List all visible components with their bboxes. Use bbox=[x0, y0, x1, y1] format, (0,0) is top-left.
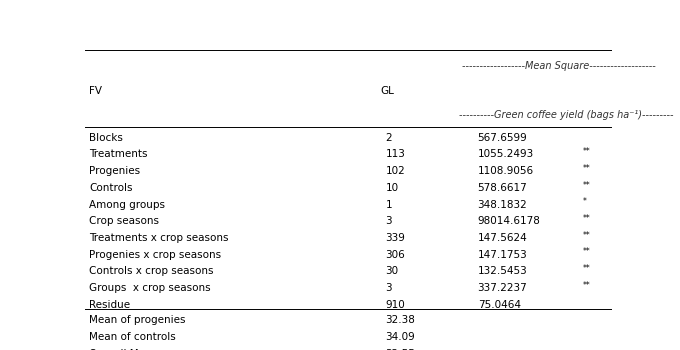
Text: 113: 113 bbox=[386, 149, 405, 159]
Text: 34.09: 34.09 bbox=[386, 332, 415, 342]
Text: 1055.2493: 1055.2493 bbox=[477, 149, 534, 159]
Text: Among groups: Among groups bbox=[89, 199, 165, 210]
Text: **: ** bbox=[583, 281, 591, 290]
Text: **: ** bbox=[583, 231, 591, 240]
Text: 339: 339 bbox=[386, 233, 405, 243]
Text: 3: 3 bbox=[386, 283, 392, 293]
Text: 910: 910 bbox=[386, 300, 405, 310]
Text: 32.55: 32.55 bbox=[386, 349, 415, 350]
Text: Blocks: Blocks bbox=[89, 133, 123, 143]
Text: 1108.9056: 1108.9056 bbox=[477, 166, 534, 176]
Text: FV: FV bbox=[89, 85, 102, 96]
Text: Overall Mean: Overall Mean bbox=[89, 349, 158, 350]
Text: Treatments: Treatments bbox=[89, 149, 148, 159]
Text: **: ** bbox=[583, 214, 591, 223]
Text: ----------Green coffee yield (bags ha⁻¹)---------: ----------Green coffee yield (bags ha⁻¹)… bbox=[459, 110, 674, 120]
Text: **: ** bbox=[583, 164, 591, 173]
Text: ------------------Mean Square-------------------: ------------------Mean Square-----------… bbox=[462, 61, 656, 71]
Text: 2: 2 bbox=[386, 133, 392, 143]
Text: 147.1753: 147.1753 bbox=[477, 250, 528, 260]
Text: 1: 1 bbox=[386, 199, 392, 210]
Text: 102: 102 bbox=[386, 166, 405, 176]
Text: **: ** bbox=[583, 247, 591, 257]
Text: Mean of controls: Mean of controls bbox=[89, 332, 176, 342]
Text: 3: 3 bbox=[386, 216, 392, 226]
Text: 32.38: 32.38 bbox=[386, 315, 415, 325]
Text: *: * bbox=[583, 197, 587, 206]
Text: 578.6617: 578.6617 bbox=[477, 183, 528, 193]
Text: 567.6599: 567.6599 bbox=[477, 133, 528, 143]
Text: 10: 10 bbox=[386, 183, 398, 193]
Text: 132.5453: 132.5453 bbox=[477, 266, 528, 277]
Text: **: ** bbox=[583, 264, 591, 273]
Text: 306: 306 bbox=[386, 250, 405, 260]
Text: Controls: Controls bbox=[89, 183, 133, 193]
Text: Residue: Residue bbox=[89, 300, 131, 310]
Text: Controls x crop seasons: Controls x crop seasons bbox=[89, 266, 214, 277]
Text: 98014.6178: 98014.6178 bbox=[477, 216, 541, 226]
Text: Progenies: Progenies bbox=[89, 166, 140, 176]
Text: 337.2237: 337.2237 bbox=[477, 283, 528, 293]
Text: Groups  x crop seasons: Groups x crop seasons bbox=[89, 283, 211, 293]
Text: 147.5624: 147.5624 bbox=[477, 233, 528, 243]
Text: GL: GL bbox=[380, 85, 394, 96]
Text: 75.0464: 75.0464 bbox=[477, 300, 521, 310]
Text: **: ** bbox=[583, 181, 591, 190]
Text: Treatments x crop seasons: Treatments x crop seasons bbox=[89, 233, 228, 243]
Text: **: ** bbox=[583, 147, 591, 156]
Text: Mean of progenies: Mean of progenies bbox=[89, 315, 186, 325]
Text: 348.1832: 348.1832 bbox=[477, 199, 528, 210]
Text: Crop seasons: Crop seasons bbox=[89, 216, 159, 226]
Text: Progenies x crop seasons: Progenies x crop seasons bbox=[89, 250, 222, 260]
Text: 30: 30 bbox=[386, 266, 398, 277]
